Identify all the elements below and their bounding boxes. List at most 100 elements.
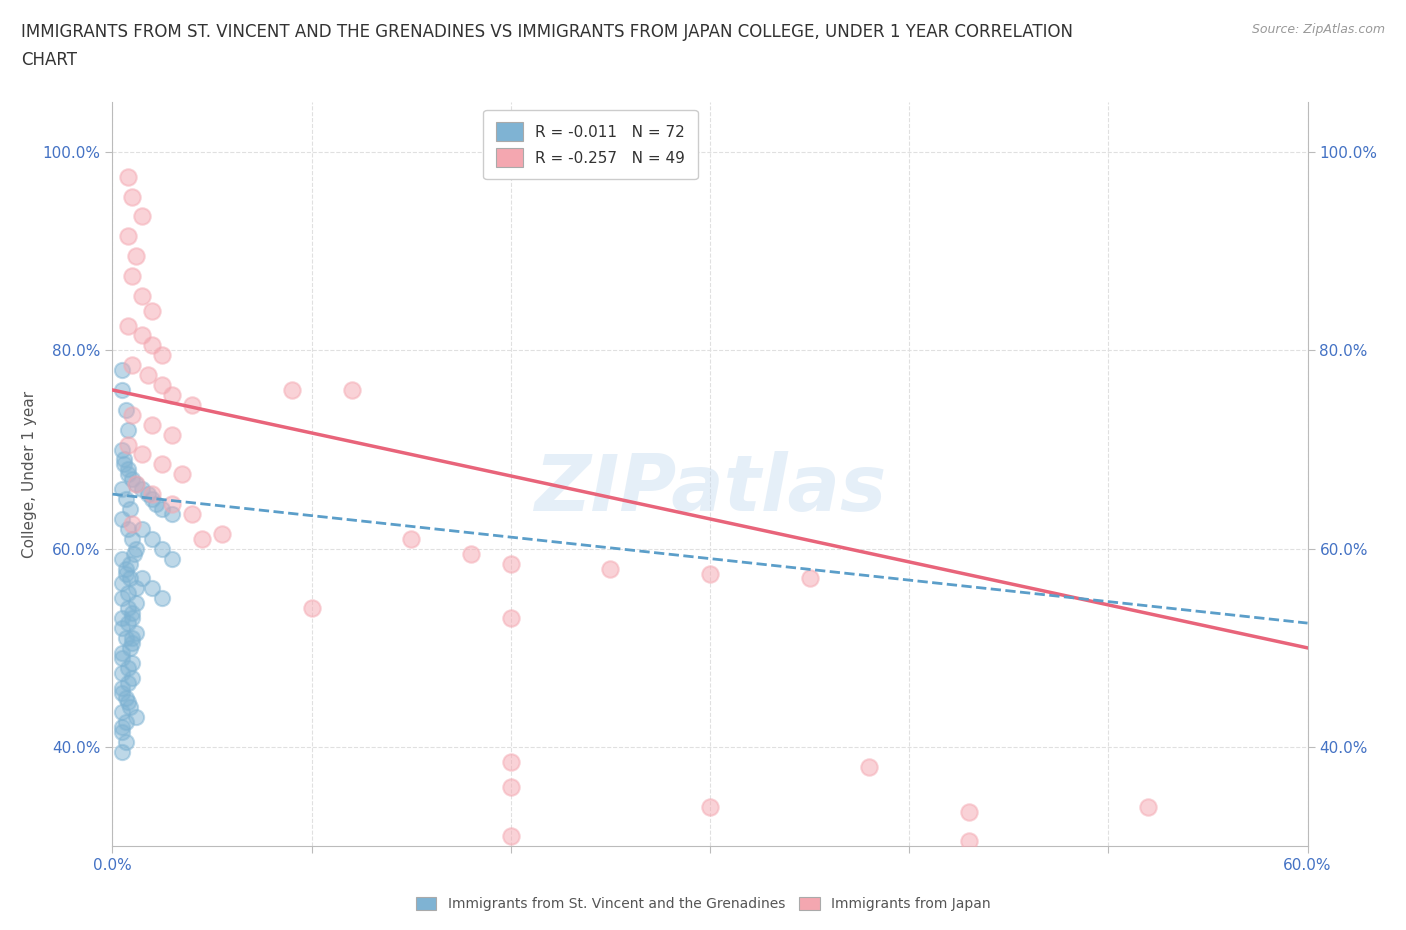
Point <box>111 680 134 695</box>
Point <box>150 378 173 392</box>
Point <box>121 358 143 373</box>
Point <box>124 546 146 561</box>
Point <box>121 269 143 284</box>
Point <box>111 512 134 526</box>
Point <box>699 799 721 814</box>
Point <box>111 382 134 397</box>
Point <box>150 348 173 363</box>
Point <box>131 209 153 224</box>
Point <box>115 492 138 507</box>
Point <box>599 561 621 576</box>
Point <box>181 507 204 522</box>
Point <box>111 724 134 739</box>
Point <box>499 829 522 844</box>
Point <box>162 507 183 522</box>
Point <box>162 388 183 403</box>
Point <box>120 641 142 656</box>
Point <box>117 462 139 477</box>
Point <box>460 546 482 561</box>
Point <box>162 551 183 566</box>
Point <box>191 531 214 546</box>
Point <box>181 397 204 412</box>
Point <box>131 522 153 537</box>
Point <box>111 685 134 700</box>
Point <box>150 501 173 516</box>
Point <box>281 382 304 397</box>
Point <box>111 576 134 591</box>
Point <box>150 591 173 605</box>
Text: IMMIGRANTS FROM ST. VINCENT AND THE GRENADINES VS IMMIGRANTS FROM JAPAN COLLEGE,: IMMIGRANTS FROM ST. VINCENT AND THE GREN… <box>21 23 1073 41</box>
Point <box>125 477 148 492</box>
Point <box>499 556 522 571</box>
Point <box>117 586 139 601</box>
Point <box>211 526 233 541</box>
Point <box>111 720 134 735</box>
Point <box>131 328 153 343</box>
Point <box>111 620 134 635</box>
Point <box>858 760 880 775</box>
Point <box>141 492 163 507</box>
Point <box>162 497 183 512</box>
Point <box>117 229 139 244</box>
Point <box>499 779 522 794</box>
Point <box>111 705 134 720</box>
Point <box>111 645 134 660</box>
Point <box>131 288 153 303</box>
Point <box>115 631 138 645</box>
Point <box>172 467 194 482</box>
Text: ZIPatlas: ZIPatlas <box>534 451 886 527</box>
Point <box>121 189 143 204</box>
Point <box>117 437 139 452</box>
Point <box>1137 799 1160 814</box>
Point <box>115 561 138 576</box>
Point <box>114 457 135 472</box>
Point <box>111 650 134 665</box>
Point <box>117 695 139 710</box>
Point <box>121 631 143 645</box>
Point <box>125 477 148 492</box>
Point <box>115 566 138 581</box>
Point <box>111 591 134 605</box>
Point <box>117 616 139 631</box>
Point <box>120 501 142 516</box>
Point <box>120 571 142 586</box>
Point <box>115 403 138 418</box>
Point <box>125 626 148 641</box>
Point <box>125 581 148 596</box>
Point <box>121 635 143 650</box>
Point <box>340 382 363 397</box>
Point <box>138 486 160 501</box>
Point <box>141 303 163 318</box>
Point <box>150 541 173 556</box>
Point <box>125 248 148 263</box>
Point <box>141 581 163 596</box>
Point <box>115 690 138 705</box>
Point <box>117 422 139 437</box>
Point <box>141 338 163 352</box>
Point <box>120 700 142 715</box>
Point <box>117 169 139 184</box>
Point <box>121 656 143 671</box>
Point <box>162 427 183 442</box>
Point <box>799 571 821 586</box>
Point <box>121 472 143 486</box>
Point <box>111 363 134 378</box>
Point <box>401 531 423 546</box>
Point <box>145 497 167 512</box>
Point <box>125 541 148 556</box>
Point <box>121 611 143 626</box>
Point <box>125 596 148 611</box>
Point <box>111 442 134 457</box>
Point <box>117 675 139 690</box>
Text: CHART: CHART <box>21 51 77 69</box>
Point <box>138 367 160 382</box>
Point <box>141 486 163 501</box>
Point <box>150 457 173 472</box>
Point <box>121 516 143 531</box>
Point <box>301 601 323 616</box>
Point <box>699 566 721 581</box>
Point <box>499 754 522 769</box>
Point <box>117 601 139 616</box>
Point <box>111 482 134 497</box>
Point <box>115 715 138 730</box>
